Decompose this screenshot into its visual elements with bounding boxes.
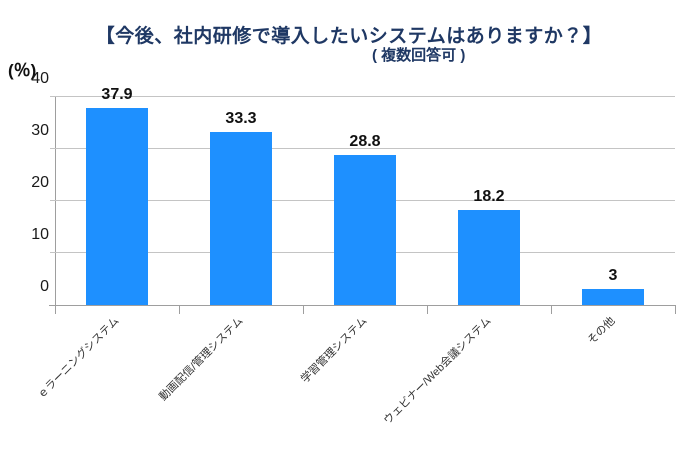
- y-axis-line: [55, 97, 56, 314]
- category-label: ウェビナー/Web会議システム: [381, 315, 494, 427]
- bar: [210, 131, 272, 305]
- x-axis-tick: [427, 305, 428, 314]
- x-axis-tick: [179, 305, 180, 314]
- category-label: 動画配信/管理システム: [157, 315, 246, 404]
- x-axis-tick: [675, 305, 676, 314]
- gridline-40: [50, 96, 675, 97]
- y-tick-label-0: 0: [40, 278, 49, 295]
- category-label: ｅラーニングシステム: [35, 315, 122, 402]
- bar: [86, 107, 148, 305]
- category-label: 学習管理システム: [299, 315, 370, 386]
- bar-value-label: 28.8: [349, 133, 381, 151]
- y-tick-label-20: 20: [31, 174, 49, 191]
- chart-subtitle: ( 複数回答可 ): [372, 47, 466, 64]
- category-label: その他: [585, 315, 618, 347]
- bar-value-label: 33.3: [225, 109, 257, 127]
- bar: [334, 155, 396, 305]
- bar-value-label: 37.9: [101, 85, 133, 103]
- x-axis-tick: [551, 305, 552, 314]
- plot-area: 0 10 20 30 40 37.9 ｅラーニングシステム 33.3 動画配信/管理システム 28…: [31, 70, 676, 427]
- bar: [582, 289, 644, 305]
- bar-value-label: 18.2: [473, 188, 505, 206]
- y-tick-label-30: 30: [31, 122, 49, 139]
- gridline-30: [50, 148, 675, 149]
- bar: [458, 210, 520, 305]
- x-axis-line: [49, 305, 676, 306]
- y-axis-unit-label: (％): [8, 61, 37, 80]
- y-tick-label-10: 10: [31, 226, 49, 243]
- y-tick-label-40: 40: [31, 70, 49, 87]
- x-axis-tick: [303, 305, 304, 314]
- chart-title: 【今後、社内研修で導入したいシステムはありますか？】: [95, 26, 603, 47]
- bar-value-label: 3: [608, 267, 618, 285]
